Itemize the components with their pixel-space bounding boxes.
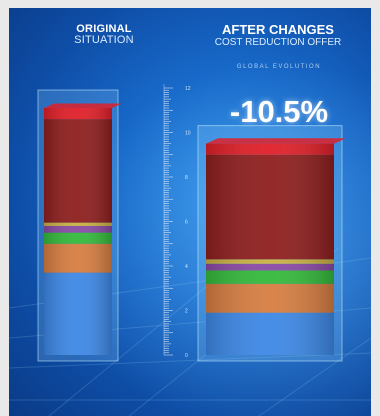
- category-label-after-line1: AFTER CHANGES: [222, 22, 334, 37]
- bar-shade: [44, 108, 112, 356]
- floor-line-6: [258, 337, 371, 416]
- bar-shade: [206, 143, 334, 355]
- y-tick-label: 6: [185, 220, 188, 226]
- floor-line-4: [48, 267, 230, 416]
- floor-line-2: [9, 352, 371, 369]
- category-label-original-line2: SITUATION: [74, 34, 134, 46]
- bar-top-face: [44, 103, 122, 109]
- y-tick-label: 4: [185, 264, 188, 270]
- chart-frame: 0 2 4 6 8 10 12 ORIGINAL SITUATION AFTER CHANG…: [9, 8, 371, 416]
- y-tick-label: 2: [185, 309, 188, 315]
- category-label-after: AFTER CHANGES COST REDUCTION OFFER: [197, 22, 359, 49]
- y-tick-label: 10: [185, 131, 191, 137]
- category-label-original-line1: ORIGINAL: [76, 23, 132, 35]
- y-tick-label: 12: [185, 86, 191, 92]
- y-tick-label: 0: [185, 353, 188, 359]
- annotation-value: -10.5%: [229, 94, 329, 129]
- bar-top-face: [206, 138, 346, 144]
- category-label-after-line2: COST REDUCTION OFFER: [214, 37, 342, 48]
- chart-plot: 0 2 4 6 8 10 12: [9, 84, 371, 416]
- annotation-label: GLOBAL EVOLUTION: [236, 64, 322, 70]
- category-label-original: ORIGINAL SITUATION: [49, 24, 159, 46]
- y-tick-label: 8: [185, 175, 188, 181]
